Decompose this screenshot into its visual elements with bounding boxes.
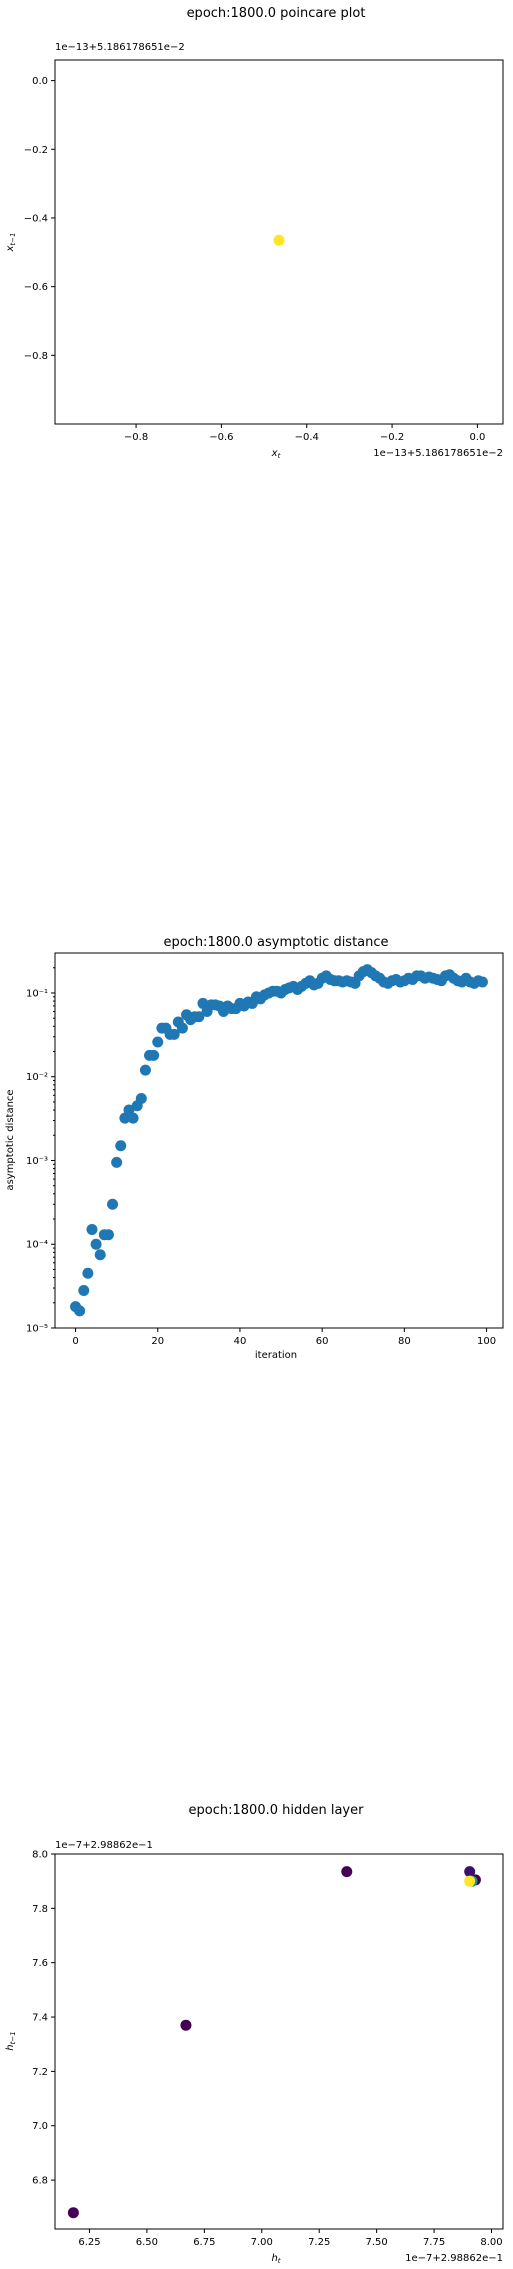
x-tick-label: 7.50: [366, 2237, 388, 2248]
y-tick-label: −0.2: [24, 145, 48, 156]
data-point: [107, 1198, 119, 1210]
x-tick-label: −0.6: [209, 432, 233, 443]
y-tick-label: 10⁻¹: [26, 988, 48, 999]
x-axis-label: ht: [271, 2253, 280, 2265]
y-tick-label: −0.8: [24, 351, 48, 362]
y-tick-label: 10⁻²: [26, 1072, 48, 1083]
data-point: [197, 997, 209, 1009]
x-tick-label: 100: [477, 1336, 496, 1347]
poincare-plot-chart: epoch:1800.0 poincare plot 1e−13+5.18617…: [5, 6, 504, 460]
data-point: [168, 1028, 180, 1040]
data-point: [127, 1112, 139, 1124]
x-tick-label: 7.75: [423, 2237, 445, 2248]
y-tick-label: 7.0: [32, 2121, 48, 2132]
ticks-group: 6.25 6.50 6.75 7.00 7.25 7.50 7.75 8.00 8.0 7.8 7.…: [32, 1850, 503, 2249]
data-point: [139, 1064, 151, 1076]
y-tick-label: 6.8: [32, 2176, 48, 2187]
x-axis-label: xt: [271, 448, 281, 460]
y-tick-label: −0.4: [24, 213, 48, 224]
ticks-group: −0.8 −0.6 −0.4 −0.2 0.0 0.0 −0.2 −0.4 −0.6 −0.8: [24, 76, 486, 443]
asymptotic-distance-chart: epoch:1800.0 asymptotic distance 0 20 40 60…: [5, 935, 504, 1361]
x-offset-label: 1e−13+5.186178651e−2: [373, 448, 503, 459]
data-point: [476, 976, 488, 988]
data-point: [148, 1049, 160, 1061]
x-tick-label: −0.8: [124, 432, 148, 443]
y-tick-label: 10⁻⁴: [26, 1240, 48, 1251]
y-tick-label: −0.6: [24, 282, 48, 293]
data-point: [176, 1022, 188, 1034]
marks-group: [67, 1866, 481, 2219]
y-offset-label: 1e−13+5.186178651e−2: [55, 42, 185, 53]
y-tick-label: 7.6: [32, 1958, 48, 1969]
data-point: [152, 1036, 164, 1048]
x-tick-label: 6.75: [193, 2237, 215, 2248]
data-point: [273, 234, 285, 246]
x-tick-label: 7.00: [251, 2237, 273, 2248]
y-tick-label: 0.0: [32, 76, 48, 87]
data-point: [135, 1092, 147, 1104]
data-point: [180, 2019, 192, 2031]
x-tick-label: 0.0: [469, 432, 485, 443]
marks-group: [70, 964, 488, 1317]
plot-area: [54, 1853, 504, 2230]
y-tick-label: 8.0: [32, 1850, 48, 1861]
x-tick-label: −0.2: [380, 432, 404, 443]
plot-area: [54, 59, 504, 425]
data-point: [119, 1112, 131, 1124]
plot-area: [54, 952, 504, 1329]
y-tick-label: 7.8: [32, 1904, 48, 1915]
x-tick-label: −0.4: [295, 432, 319, 443]
data-point: [102, 1229, 114, 1241]
data-point: [78, 1285, 90, 1297]
x-tick-label: 0: [72, 1336, 78, 1347]
x-tick-label: 80: [398, 1336, 411, 1347]
ticks-group: 0 20 40 60 80 100 10⁻⁵ 10⁻⁴ 10⁻³ 10⁻² 10⁻¹: [26, 967, 496, 1347]
data-point: [464, 1875, 476, 1887]
data-point: [341, 1866, 353, 1878]
data-point: [90, 1238, 102, 1250]
y-offset-label: 1e−7+2.98862e−1: [55, 1840, 153, 1851]
x-tick-label: 60: [316, 1336, 329, 1347]
data-point: [67, 2207, 79, 2219]
chart-title: epoch:1800.0 asymptotic distance: [163, 935, 388, 950]
data-point: [94, 1249, 106, 1261]
y-tick-label: 7.2: [32, 2067, 48, 2078]
x-offset-label: 1e−7+2.98862e−1: [405, 2253, 503, 2264]
y-tick-label: 7.4: [32, 2013, 48, 2024]
y-axis-label: xt−1: [5, 233, 17, 253]
data-point: [123, 1104, 135, 1116]
data-point: [464, 1866, 476, 1878]
x-axis-label: iteration: [255, 1350, 297, 1361]
data-point: [74, 1305, 86, 1317]
data-point: [82, 1267, 94, 1279]
hidden-layer-chart: epoch:1800.0 hidden layer 1e−7+2.98862e−…: [5, 1803, 504, 2265]
y-axis-label: asymptotic distance: [5, 1089, 16, 1190]
y-axis-label: ht−1: [5, 2031, 17, 2050]
chart-title: epoch:1800.0 poincare plot: [187, 6, 366, 21]
x-tick-label: 7.25: [308, 2237, 330, 2248]
x-tick-label: 6.25: [78, 2237, 100, 2248]
data-point: [111, 1156, 123, 1168]
data-point: [86, 1223, 98, 1235]
chart-title: epoch:1800.0 hidden layer: [189, 1803, 365, 1818]
data-point: [193, 1011, 205, 1023]
marks-group: [273, 234, 285, 246]
y-tick-label: 10⁻⁵: [26, 1324, 48, 1335]
x-tick-label: 40: [234, 1336, 247, 1347]
x-tick-label: 20: [151, 1336, 164, 1347]
data-point: [115, 1140, 127, 1152]
x-tick-label: 6.50: [136, 2237, 158, 2248]
x-tick-label: 8.00: [480, 2237, 502, 2248]
y-tick-label: 10⁻³: [26, 1156, 48, 1167]
